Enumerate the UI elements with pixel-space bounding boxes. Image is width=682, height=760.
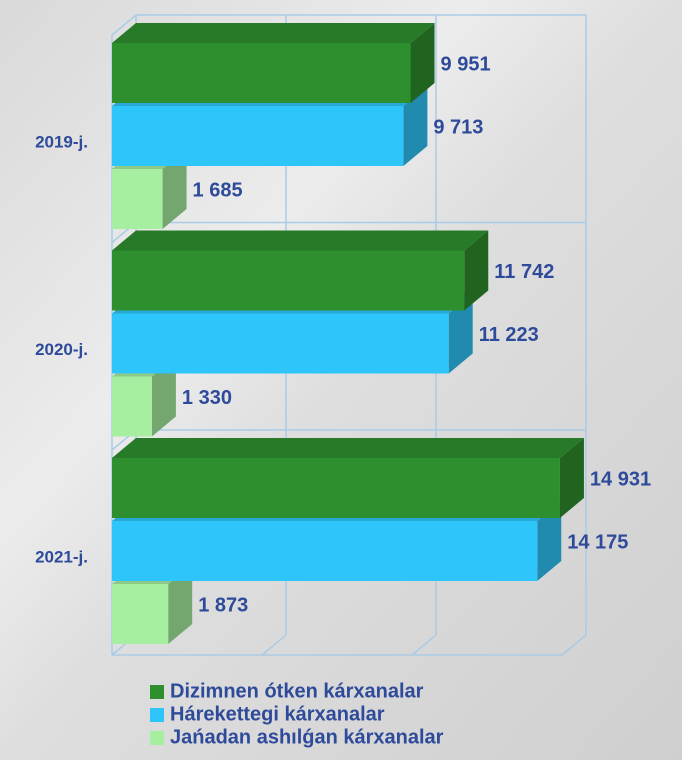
- legend-label: Jańadan ashılǵan kárxanalar: [170, 726, 444, 748]
- legend-swatch: [150, 731, 164, 745]
- category-label: 2021-j.: [35, 547, 88, 566]
- value-label: 1 685: [193, 179, 243, 201]
- legend-swatch: [150, 685, 164, 699]
- bar: [112, 458, 560, 518]
- bar-side: [448, 293, 473, 374]
- category-label: 2019-j.: [35, 132, 88, 151]
- value-label: 9 951: [441, 53, 491, 75]
- legend-swatch: [150, 708, 164, 722]
- bar-top: [112, 230, 489, 251]
- floor-line: [261, 634, 287, 656]
- value-label: 11 223: [479, 324, 539, 346]
- bar: [112, 106, 404, 166]
- bar: [112, 376, 152, 437]
- bar-top: [112, 23, 435, 43]
- legend-label: Dizimnen ótken kárxanalar: [170, 680, 424, 702]
- bar-side: [537, 501, 562, 581]
- value-label: 14 931: [590, 468, 651, 490]
- bar-side: [162, 149, 187, 229]
- bar: [112, 169, 163, 229]
- category-label: 2020-j.: [35, 340, 88, 359]
- bar-side: [168, 564, 193, 644]
- bar-side: [403, 86, 428, 166]
- left-wall-top: [111, 14, 137, 36]
- bar: [112, 250, 465, 311]
- value-label: 9 713: [433, 116, 483, 138]
- value-label: 1 873: [198, 594, 248, 616]
- value-label: 1 330: [182, 387, 232, 409]
- floor-line: [411, 634, 437, 656]
- value-label: 14 175: [567, 531, 628, 553]
- bar-side: [464, 230, 489, 311]
- bar: [112, 521, 538, 581]
- bar-side: [410, 23, 435, 103]
- bar: [112, 584, 169, 644]
- bar: [112, 43, 411, 103]
- bar-top: [112, 438, 584, 458]
- bar: [112, 313, 449, 374]
- floor-line: [561, 634, 587, 656]
- bar-side: [151, 356, 176, 437]
- value-label: 11 742: [494, 261, 554, 283]
- legend-label: Hárekettegi kárxanalar: [170, 703, 385, 725]
- bar-side: [559, 438, 584, 518]
